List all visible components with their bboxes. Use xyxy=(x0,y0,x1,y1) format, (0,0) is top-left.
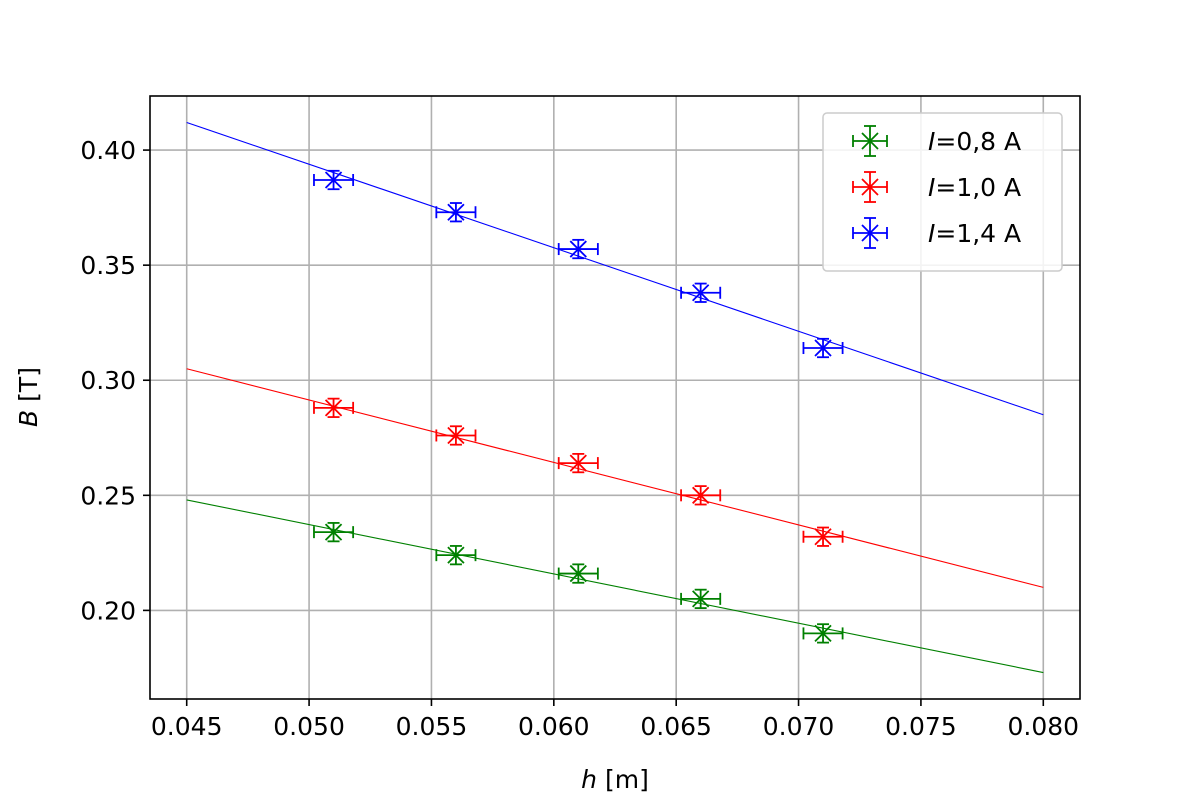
x-tick-label: 0.060 xyxy=(518,712,590,741)
legend-variable: I xyxy=(928,127,935,156)
x-axis-ticks: 0.045 0.050 0.055 0.060 0.065 0.070 0.075 0.080 xyxy=(151,699,1079,741)
x-tick-label: 0.045 xyxy=(151,712,223,741)
point-marker xyxy=(569,564,587,583)
point-marker xyxy=(324,523,343,541)
x-tick-label: 0.075 xyxy=(885,712,957,741)
data-point-i08 xyxy=(802,623,844,644)
point-marker xyxy=(814,339,832,357)
legend-label: I=0,8 A xyxy=(928,127,1021,156)
fit-line-i10 xyxy=(186,368,1044,588)
legend-marker xyxy=(861,224,879,242)
y-axis-ticks: 0.20 0.25 0.30 0.35 0.40 xyxy=(80,136,150,625)
point-marker xyxy=(692,590,710,608)
legend: I=0,8 AI=1,0 AI=1,4 A xyxy=(822,112,1063,272)
data-point-i10 xyxy=(802,526,844,547)
x-axis-variable: h xyxy=(581,765,597,794)
legend-label: I=1,0 A xyxy=(928,173,1021,202)
y-tick-label: 0.25 xyxy=(80,481,136,510)
plot-frame xyxy=(149,95,1081,700)
y-tick-label: 0.40 xyxy=(80,136,136,165)
legend-marker xyxy=(861,178,879,196)
data-point-i08 xyxy=(557,563,599,584)
point-marker xyxy=(692,486,710,504)
legend-value: =1,0 A xyxy=(935,173,1021,202)
error-bars xyxy=(435,425,477,446)
data-point-i08 xyxy=(435,545,477,566)
y-tick-label: 0.35 xyxy=(80,251,136,280)
y-axis-label: B [T] xyxy=(14,367,43,427)
data-point-i14 xyxy=(680,282,722,303)
point-marker xyxy=(692,284,710,302)
point-marker xyxy=(447,546,465,564)
point-marker xyxy=(569,454,587,472)
x-tick-label: 0.065 xyxy=(640,712,712,741)
legend-entry-i14: I=1,4 A xyxy=(852,217,1021,249)
legend-box xyxy=(822,112,1063,272)
point-marker xyxy=(814,528,832,546)
data-point-i10 xyxy=(557,452,599,474)
data-point-i14 xyxy=(802,337,844,359)
x-tick-label: 0.055 xyxy=(396,712,468,741)
x-axis-label: h [m] xyxy=(581,765,649,794)
data-point-i14 xyxy=(435,202,477,223)
data-point-i10 xyxy=(313,397,355,418)
legend-entry-i10: I=1,0 A xyxy=(852,171,1021,203)
error-bars xyxy=(313,169,355,191)
legend-value: =1,4 A xyxy=(935,219,1021,248)
legend-variable: I xyxy=(928,219,935,248)
legend-variable: I xyxy=(928,173,935,202)
y-tick-label: 0.30 xyxy=(80,366,136,395)
legend-label: I=1,4 A xyxy=(928,219,1021,248)
data-point-i14 xyxy=(557,238,599,260)
legend-entries: I=0,8 AI=1,0 AI=1,4 A xyxy=(852,125,1021,249)
point-marker xyxy=(447,426,465,445)
data-point-i08 xyxy=(313,522,355,543)
y-axis-unit: [T] xyxy=(14,367,43,402)
point-marker xyxy=(447,203,465,221)
data-point-i10 xyxy=(680,485,722,506)
legend-value: =0,8 A xyxy=(935,127,1021,156)
x-tick-label: 0.050 xyxy=(273,712,345,741)
y-axis-variable: B xyxy=(14,410,43,427)
data-point-i14 xyxy=(313,169,355,191)
x-tick-label: 0.080 xyxy=(1008,712,1080,741)
y-tick-label: 0.20 xyxy=(80,596,136,625)
point-marker xyxy=(324,171,343,189)
point-marker xyxy=(569,240,587,258)
point-marker xyxy=(324,399,343,417)
x-axis-unit: [m] xyxy=(605,765,649,794)
data-point-i10 xyxy=(435,425,477,446)
data-points xyxy=(313,169,844,644)
legend-entry-i08: I=0,8 A xyxy=(852,125,1021,157)
point-marker xyxy=(814,624,832,643)
data-point-i08 xyxy=(680,588,722,609)
x-tick-label: 0.070 xyxy=(763,712,835,741)
legend-marker xyxy=(861,132,879,150)
